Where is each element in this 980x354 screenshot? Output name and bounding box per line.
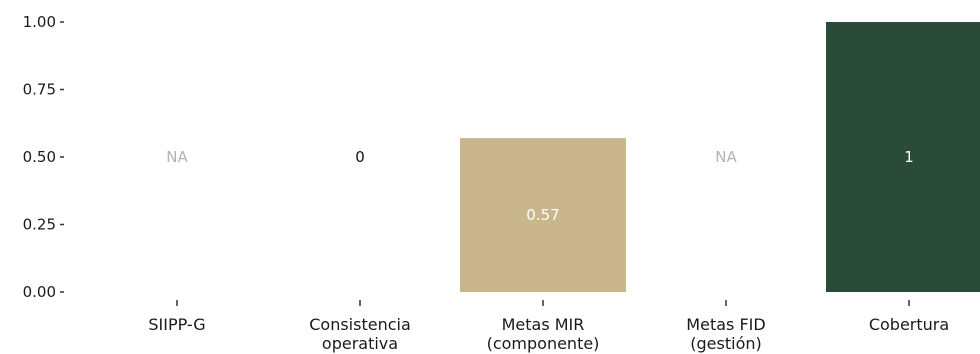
x-tick-label-line: Metas FID [686, 315, 765, 334]
data-label: 0.57 [526, 206, 559, 224]
data-label: NA [715, 148, 737, 166]
x-tick-label-line: operativa [322, 334, 398, 353]
x-tick-label-line: SIIPP-G [148, 315, 205, 334]
x-tick-label-line: Cobertura [869, 315, 949, 334]
x-tick-label: Metas MIR (componente) [487, 315, 600, 353]
y-tick-label: 0.50 [23, 148, 56, 166]
y-tick-label: 0.75 [23, 81, 56, 99]
bar [826, 22, 980, 292]
data-label: 0 [355, 148, 365, 166]
x-tick-label-line: Consistencia [309, 315, 411, 334]
x-tick-label-line: (componente) [487, 334, 600, 353]
x-tick-label: Cobertura [869, 315, 949, 334]
x-tick-label: Consistencia operativa [309, 315, 411, 353]
data-label: 1 [904, 148, 914, 166]
x-tick-label-line: Metas MIR [502, 315, 585, 334]
x-tick-label-line: (gestión) [690, 334, 761, 353]
data-label: NA [166, 148, 188, 166]
bar [460, 138, 626, 292]
x-tick-label: SIIPP-G [148, 315, 205, 334]
y-tick-label: 1.00 [23, 13, 56, 31]
y-tick-label: 0.00 [23, 283, 56, 301]
x-tick-label: Metas FID (gestión) [686, 315, 765, 353]
y-tick-label: 0.25 [23, 216, 56, 234]
